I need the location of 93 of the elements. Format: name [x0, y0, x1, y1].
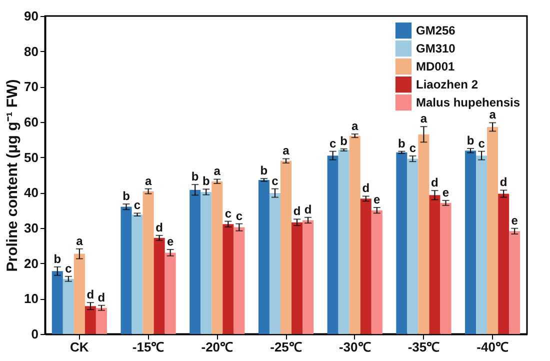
- data-label: c: [224, 206, 232, 220]
- y-tick-label: 0: [31, 326, 38, 342]
- data-label: d: [500, 175, 508, 190]
- bar: [371, 210, 382, 334]
- bar: [154, 238, 165, 334]
- y-tick-label: 60: [24, 114, 38, 130]
- legend-label: Malus hupehensis: [416, 96, 520, 110]
- legend-label: MD001: [416, 60, 456, 74]
- bar: [190, 190, 201, 334]
- data-label: b: [466, 134, 474, 148]
- data-label: a: [282, 144, 290, 158]
- bar: [258, 180, 270, 334]
- bar: [269, 193, 280, 334]
- y-tick-label: 10: [24, 291, 38, 306]
- bar: [96, 308, 107, 334]
- bar: [338, 150, 350, 334]
- data-label: c: [409, 140, 416, 155]
- data-label: d: [304, 202, 312, 216]
- x-tick-label: -30℃: [338, 340, 371, 354]
- bar: [360, 198, 372, 334]
- bar: [509, 231, 520, 334]
- y-tick-label: 80: [24, 44, 38, 59]
- bar: [120, 206, 132, 334]
- y-tick-label: 50: [24, 150, 38, 165]
- bar: [407, 158, 418, 334]
- data-label: c: [65, 261, 72, 276]
- bar: [302, 220, 314, 334]
- bar: [52, 271, 63, 334]
- data-label: c: [478, 136, 486, 150]
- bar: [476, 156, 488, 334]
- data-label: e: [511, 213, 518, 228]
- bar: [349, 136, 360, 334]
- y-tick-label: 20: [24, 256, 38, 271]
- bar: [440, 202, 452, 334]
- data-label: e: [374, 192, 381, 207]
- y-tick-label: 40: [24, 185, 38, 200]
- bar: [418, 134, 430, 334]
- bar: [132, 214, 143, 334]
- x-tick-label: -15℃: [132, 340, 164, 354]
- bar: [200, 192, 212, 334]
- bar: [429, 195, 440, 334]
- data-label: b: [340, 134, 348, 148]
- data-label: c: [236, 208, 243, 223]
- y-tick-label: 30: [24, 220, 38, 236]
- data-label: d: [293, 204, 301, 218]
- bar: [465, 150, 476, 334]
- bar: [234, 227, 245, 334]
- data-label: a: [144, 174, 152, 188]
- bar: [164, 252, 176, 334]
- data-label: b: [122, 188, 130, 203]
- y-tick-label: 70: [24, 79, 38, 94]
- data-label: b: [191, 170, 199, 184]
- legend-label: GM310: [416, 42, 456, 56]
- bar: [62, 278, 74, 334]
- bar: [327, 156, 338, 334]
- bar: [498, 194, 510, 334]
- bar: [222, 224, 234, 334]
- data-label: b: [202, 174, 210, 188]
- data-label: a: [489, 108, 496, 122]
- data-label: e: [442, 185, 450, 200]
- data-label: b: [54, 252, 62, 266]
- data-label: c: [329, 136, 336, 150]
- legend-label: Liaozhen 2: [416, 78, 478, 92]
- x-tick-label: CK: [70, 340, 90, 354]
- legend-label: GM256: [416, 24, 456, 38]
- y-axis-title: Proline content (μg g⁻¹ FW): [4, 79, 22, 272]
- data-label: a: [214, 164, 221, 178]
- data-label: e: [166, 234, 174, 249]
- data-label: a: [76, 234, 84, 248]
- data-label: b: [260, 164, 268, 178]
- data-label: b: [398, 136, 406, 150]
- bar: [280, 160, 292, 334]
- x-tick-label: -20℃: [201, 340, 234, 354]
- data-label: d: [86, 288, 94, 302]
- x-tick-label: -25℃: [270, 340, 302, 354]
- bar: [74, 254, 85, 334]
- data-label: d: [431, 176, 438, 190]
- data-label: c: [134, 198, 141, 212]
- x-tick-label: -35℃: [408, 340, 440, 354]
- x-tick-label: -40℃: [476, 340, 508, 354]
- data-label: d: [98, 290, 106, 304]
- bar: [396, 152, 408, 334]
- bar: [84, 306, 96, 334]
- y-tick-label: 90: [24, 8, 38, 24]
- data-label: c: [272, 174, 279, 188]
- bar: [142, 191, 154, 334]
- bar: [487, 126, 498, 334]
- data-label: d: [362, 181, 370, 196]
- data-label: d: [156, 220, 163, 234]
- data-label: a: [352, 119, 359, 134]
- bar: [292, 222, 303, 334]
- bar: [212, 181, 223, 334]
- data-label: a: [420, 112, 428, 126]
